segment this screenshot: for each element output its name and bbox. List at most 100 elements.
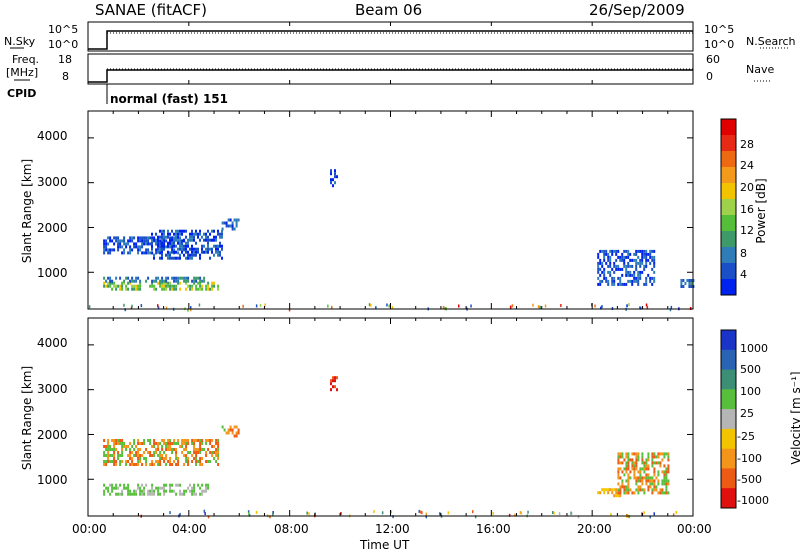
power-cell	[617, 267, 620, 271]
power-cell	[637, 249, 640, 253]
velocity-cell	[167, 439, 170, 442]
power-cell	[103, 248, 106, 252]
velocity-cell	[153, 442, 156, 445]
velocity-cell	[633, 476, 636, 480]
power-cell	[193, 281, 196, 285]
power-cell	[185, 287, 188, 291]
power-cell	[211, 247, 213, 251]
velocity-cell	[635, 464, 638, 468]
power-cell	[163, 284, 166, 288]
velocity-cell	[109, 454, 112, 457]
velocity-cell	[193, 486, 196, 490]
velocity-cell	[619, 455, 622, 459]
power-cell	[613, 261, 616, 265]
velocity-cell	[627, 479, 630, 483]
velocity-cell	[113, 457, 116, 460]
velocity-cell	[105, 448, 108, 451]
power-cell	[217, 284, 220, 288]
power-cell	[205, 250, 207, 254]
power-cell	[641, 255, 644, 259]
velocity-clutter	[169, 511, 171, 515]
power-cell	[603, 255, 606, 259]
velocity-cell	[117, 442, 120, 445]
velocity-clutter	[552, 511, 554, 514]
power-cell	[686, 279, 689, 282]
power-clutter	[458, 304, 460, 308]
power-panel	[87, 110, 695, 312]
velocity-cell	[625, 479, 628, 483]
power-cell	[225, 224, 228, 228]
power-cell	[137, 239, 140, 243]
velocity-cell	[619, 476, 622, 480]
power-clutter	[255, 304, 258, 308]
velocity-cell	[133, 492, 136, 496]
velocity-cell	[103, 492, 106, 496]
power-cell	[617, 276, 620, 280]
power-cell	[167, 250, 169, 254]
power-cbar-swatch	[721, 199, 736, 216]
velocity-cell	[155, 486, 158, 490]
power-cell	[175, 244, 177, 248]
velocity-cell	[125, 486, 128, 490]
power-cbar-swatch	[721, 135, 736, 152]
velocity-cell	[651, 452, 654, 456]
power-cell	[167, 235, 169, 239]
velocity-cell	[619, 485, 622, 489]
velocity-cell	[197, 460, 200, 463]
power-cell	[119, 276, 122, 280]
velocity-cell	[633, 470, 636, 474]
velocity-cell	[111, 486, 114, 490]
velocity-cell	[107, 451, 110, 454]
power-cell	[639, 258, 642, 262]
velocity-cell	[147, 492, 150, 496]
velocity-cell	[641, 488, 644, 492]
velocity-cell	[199, 442, 202, 445]
velocity-cell	[633, 473, 636, 477]
velocity-cell	[103, 460, 106, 463]
velocity-cell	[117, 439, 120, 442]
power-cell	[155, 248, 158, 252]
power-cell	[185, 229, 187, 233]
velocity-cell	[647, 458, 650, 462]
power-cell	[129, 236, 132, 240]
power-cell	[151, 284, 154, 288]
velocity-clutter	[207, 515, 210, 519]
velocity-cell	[631, 467, 634, 471]
velocity-cell	[175, 492, 178, 496]
velocity-cell	[661, 479, 664, 483]
velocity-cell	[143, 486, 146, 490]
velocity-clutter	[641, 512, 643, 516]
velocity-cell	[665, 467, 668, 471]
power-cell	[599, 261, 602, 265]
power-cell	[231, 227, 234, 231]
power-cell	[173, 248, 176, 252]
power-cell	[649, 249, 652, 253]
power-cell	[187, 250, 189, 254]
power-cell	[181, 232, 183, 236]
power-cell	[145, 239, 148, 243]
power-cell	[155, 238, 157, 242]
power-cell	[165, 284, 168, 288]
velocity-cell	[215, 439, 218, 442]
velocity-cell	[635, 488, 638, 492]
velocity-cell	[627, 464, 630, 468]
velocity-cell	[155, 451, 158, 454]
power-cbar-swatch	[721, 151, 736, 168]
velocity-cell	[157, 489, 160, 493]
velocity-cell	[659, 464, 662, 468]
velocity-cell	[183, 454, 186, 457]
power-cell	[169, 238, 171, 242]
power-cbar-swatch	[721, 247, 736, 264]
velocity-cell	[107, 439, 110, 442]
power-cell	[645, 279, 648, 283]
power-cell	[157, 281, 160, 285]
power-cell	[139, 281, 142, 285]
velocity-cell	[653, 467, 656, 471]
velocity-cell	[173, 442, 176, 445]
velocity-cell	[195, 457, 198, 460]
velocity-cell	[623, 458, 626, 462]
velocity-clutter	[447, 511, 450, 515]
velocity-cell	[213, 445, 216, 448]
velocity-cell	[330, 388, 332, 392]
velocity-cell	[185, 442, 188, 445]
